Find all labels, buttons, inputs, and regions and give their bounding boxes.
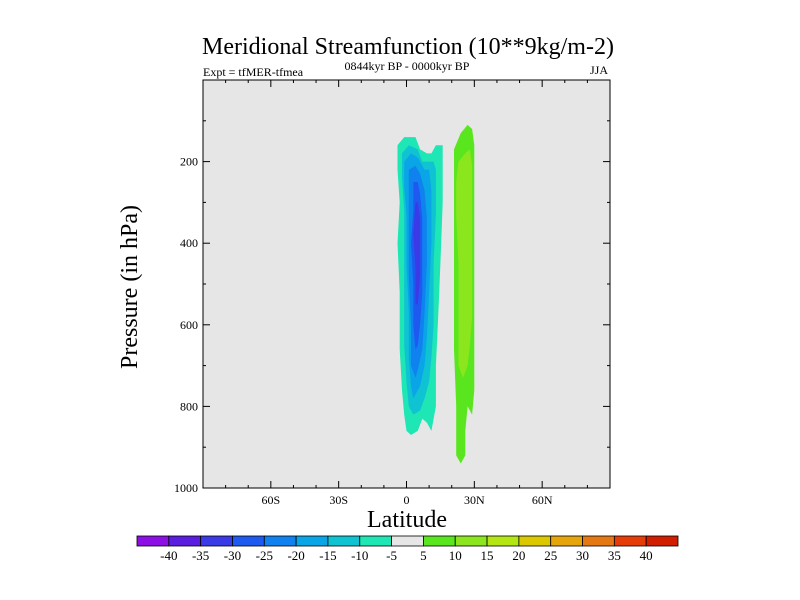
colorbar-label: 20 — [512, 548, 525, 563]
colorbar-swatch — [200, 535, 233, 547]
x-tick-label: 60S — [261, 493, 280, 507]
colorbar-swatch — [645, 535, 679, 547]
colorbar-label: -35 — [192, 548, 209, 563]
y-tick-label: 800 — [180, 399, 198, 413]
x-tick-label: 30N — [464, 493, 485, 507]
x-tick-label: 30S — [329, 493, 348, 507]
x-axis-label: Latitude — [367, 507, 447, 533]
chart-title: Meridional Streamfunction (10**9kg/m-2) — [202, 34, 614, 60]
colorbar-swatch — [550, 535, 583, 547]
colorbar-label: 25 — [544, 548, 557, 563]
colorbar-swatch — [232, 535, 265, 547]
y-tick-label: 200 — [180, 155, 198, 169]
experiment-label: Expt = tfMER-tfmea — [203, 65, 304, 79]
axis-ticks-layer: 60S 30S 0 30N 60N 200 400 600 800 1000 — [174, 80, 611, 507]
colorbar-label: 40 — [640, 548, 653, 563]
colorbar-swatch — [613, 535, 647, 547]
colorbar-label: -15 — [319, 548, 336, 563]
colorbar-swatch — [391, 535, 424, 547]
colorbar-swatch — [454, 535, 488, 547]
colorbar-label: 10 — [449, 548, 462, 563]
colorbar-swatch — [263, 535, 297, 547]
contour-region-2 — [295, 316, 303, 399]
y-axis-label: Pressure (in hPa) — [117, 205, 143, 369]
colorbar-swatch — [168, 535, 202, 547]
colorbar-label: -30 — [224, 548, 241, 563]
contour-region-5 — [444, 80, 450, 129]
contour-region-11 — [413, 202, 421, 305]
colorbar-swatch — [359, 535, 392, 547]
colorbar-swatch — [327, 535, 361, 547]
colorbar-label: -20 — [287, 548, 304, 563]
colorbar-swatch — [136, 535, 170, 547]
contour-region-3 — [336, 124, 373, 456]
colorbar-swatch — [295, 535, 329, 547]
colorbar-swatch — [582, 535, 615, 547]
y-tick-label: 400 — [180, 236, 198, 250]
colorbar-label: -10 — [351, 548, 368, 563]
contour-region-13 — [456, 149, 473, 378]
colorbar-label: 15 — [481, 548, 494, 563]
colorbar-label: 30 — [576, 548, 589, 563]
x-tick-label: 60N — [532, 493, 553, 507]
x-tick-label: 0 — [404, 493, 410, 507]
colorbar-label: -40 — [160, 548, 177, 563]
colorbar-swatch — [486, 535, 520, 547]
period-label: 0844kyr BP - 0000kyr BP — [345, 59, 470, 73]
contour-fill-layer — [232, 80, 475, 488]
contour-region-0 — [232, 80, 246, 488]
colorbar-swatch — [423, 535, 456, 547]
colorbar-label: -25 — [256, 548, 273, 563]
colorbar-label: -5 — [386, 548, 397, 563]
colorbar-swatch — [518, 535, 552, 547]
colorbar-label: 5 — [420, 548, 427, 563]
season-label: JJA — [590, 63, 608, 77]
y-tick-label: 1000 — [174, 481, 198, 495]
colorbar: -40 -35 -30 -25 -20 -15 -10 -5 5 10 15 20 25 30 35 40 — [136, 535, 679, 563]
contour-region-1 — [374, 80, 382, 223]
colorbar-label: 35 — [608, 548, 621, 563]
y-tick-label: 600 — [180, 318, 198, 332]
